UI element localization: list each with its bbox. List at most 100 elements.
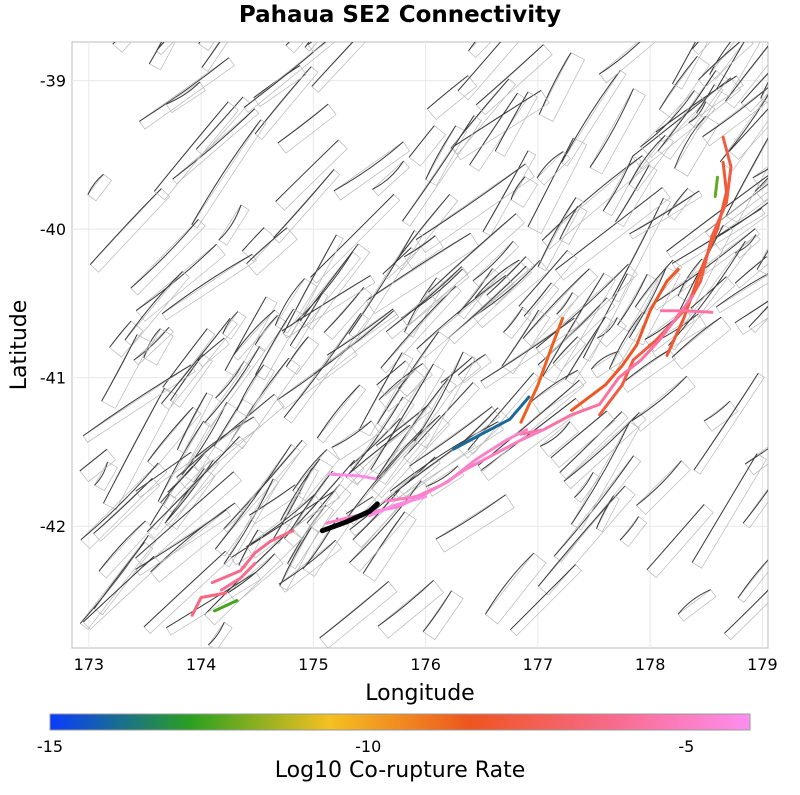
fault-trace (394, 436, 470, 493)
fault-trace (646, 504, 705, 571)
fault-trace (452, 90, 542, 148)
fault-plane (740, 73, 768, 113)
fault-trace (346, 428, 423, 519)
fault-plane (285, 42, 305, 54)
fault-trace (109, 320, 132, 348)
fault-plane (311, 42, 366, 93)
fault-plane (556, 292, 579, 319)
x-axis-label: Longitude (365, 681, 474, 706)
fault-plane (737, 560, 768, 603)
fault-trace (307, 42, 313, 46)
fault-plane (218, 204, 250, 246)
fault-trace (306, 484, 341, 524)
fault-trace (415, 163, 526, 240)
fault-trace (480, 317, 575, 382)
fault-trace (401, 268, 463, 319)
fault-trace (372, 160, 404, 190)
fault-trace (148, 42, 163, 65)
fault-trace (550, 410, 608, 459)
fault-plane (138, 57, 235, 130)
fault-plane (385, 266, 469, 340)
fault-trace (628, 266, 667, 339)
fault-plane (472, 240, 520, 287)
fault-plane (89, 188, 171, 273)
fault-plane (278, 539, 343, 593)
fault-trace (161, 318, 231, 405)
fault-plane (536, 151, 571, 186)
fault-plane (620, 349, 677, 393)
fault-plane (143, 328, 174, 366)
fault-plane (415, 163, 535, 253)
fault-trace (693, 373, 759, 471)
fault-trace (667, 188, 689, 216)
x-tick-label: 176 (410, 655, 441, 674)
fault-trace (382, 247, 412, 275)
fault-trace (752, 168, 768, 179)
fault-trace (657, 70, 717, 152)
fault-trace (486, 256, 527, 296)
colorbar-tick-label: -15 (37, 737, 63, 756)
fault-plane (147, 406, 202, 469)
fault-plane (331, 420, 381, 461)
fault-trace (692, 42, 699, 50)
fault-trace (629, 190, 700, 235)
fault-trace (640, 90, 695, 148)
fault-trace (147, 406, 194, 462)
fault-trace (552, 336, 578, 364)
fault-trace (589, 88, 634, 168)
fault-trace (715, 273, 768, 308)
fault-plane (484, 552, 547, 625)
fault-plane (285, 336, 320, 375)
fault-trace (281, 275, 371, 332)
fault-plane (222, 311, 247, 340)
co-rupture-fault (219, 561, 257, 592)
fault-trace (227, 553, 275, 594)
fault-trace (362, 511, 406, 574)
fault-plane (371, 160, 410, 197)
fault-plane (316, 384, 367, 444)
fault-trace (156, 42, 165, 51)
y-tick-label: -42 (40, 517, 66, 536)
fault-trace (615, 165, 650, 222)
fault-plane (628, 134, 674, 192)
fault-trace (181, 402, 228, 476)
fault-trace (482, 150, 529, 232)
fault-trace (734, 300, 768, 324)
y-tick-label: -40 (40, 220, 66, 239)
fault-trace (150, 502, 236, 573)
fault-trace (296, 251, 354, 322)
fault-trace (130, 219, 199, 289)
fault-plane (255, 308, 304, 381)
fault-trace (409, 406, 493, 467)
fault-trace (103, 387, 165, 504)
fault-trace (748, 305, 768, 328)
fault-trace (408, 125, 435, 158)
fault-plane (674, 115, 720, 177)
fault-plane (725, 138, 768, 224)
colorbar-tick-label: -5 (678, 737, 694, 756)
source-fault (319, 501, 380, 534)
fault-trace (672, 42, 696, 85)
fault-plane (346, 428, 431, 525)
fault-plane (349, 456, 441, 537)
fault-trace (510, 176, 526, 200)
fault-plane (448, 265, 533, 345)
fault-trace (404, 277, 437, 333)
fault-plane (425, 465, 465, 497)
fault-trace (403, 235, 436, 258)
fault-trace (724, 589, 768, 634)
fault-plane (204, 528, 303, 626)
fault-trace (82, 555, 155, 623)
fault-plane (728, 108, 768, 160)
fault-plane (377, 579, 445, 639)
fault-trace (358, 352, 403, 431)
fault-trace (201, 42, 221, 68)
fault-trace (282, 234, 337, 334)
background-faults (79, 42, 768, 648)
fault-trace (611, 198, 664, 299)
fault-trace (149, 493, 170, 526)
fault-plane (565, 316, 614, 385)
co-rupture-fault (519, 294, 695, 436)
fault-trace (480, 398, 577, 471)
fault-trace (82, 364, 192, 437)
